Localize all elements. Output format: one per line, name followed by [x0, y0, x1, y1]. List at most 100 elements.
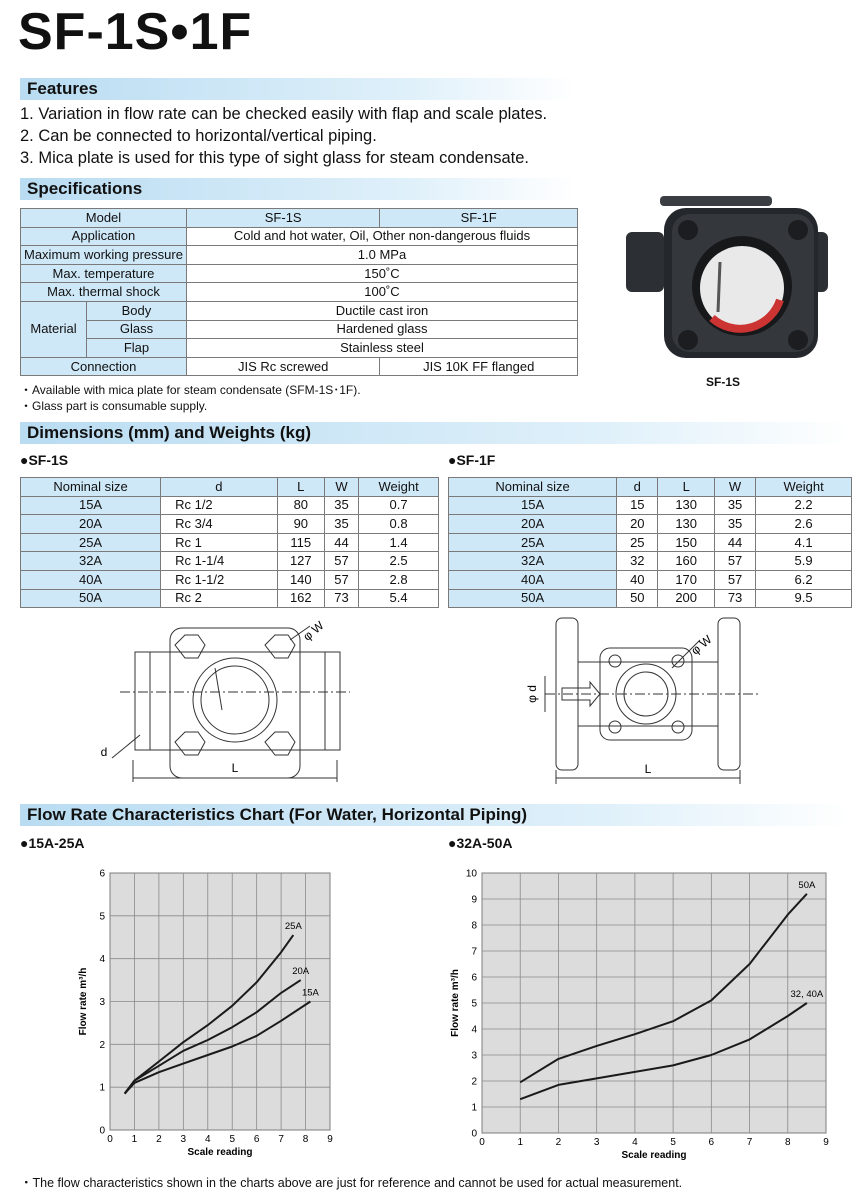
x-tick-label: 0 — [479, 1137, 485, 1148]
table-cell: Flap — [85, 338, 187, 358]
table-row: 25A 25 150 44 4.1 — [447, 532, 852, 553]
series-line — [123, 1000, 311, 1095]
y-tick-label: 10 — [466, 869, 478, 880]
table-cell: 1.4 — [358, 532, 439, 553]
feature-list: 1. Variation in flow rate can be checked… — [20, 103, 547, 169]
table-row: Max. temperature 150˚C — [20, 263, 579, 284]
header-cell: Weight — [755, 477, 852, 497]
table-cell: 73 — [323, 588, 360, 609]
series-label: 50A — [798, 880, 816, 891]
table-cell: 25A — [447, 532, 618, 553]
table-cell: 170 — [657, 569, 715, 590]
table-cell: 0.7 — [358, 495, 439, 516]
table-cell: SF-1F — [379, 208, 578, 228]
table-cell: 44 — [323, 532, 360, 553]
x-axis-label: Scale reading — [621, 1150, 686, 1161]
table-row: 15A 15 130 35 2.2 — [447, 495, 852, 516]
table-row: Max. thermal shock 100˚C — [20, 282, 579, 302]
x-tick-label: 3 — [181, 1134, 187, 1145]
table-cell: Maximum working pressure — [20, 245, 187, 265]
table-row: Maximum working pressure 1.0 MPa — [20, 245, 579, 265]
table-cell: 20 — [616, 514, 659, 534]
table-cell: 32A — [19, 551, 162, 571]
table-row: 40A Rc 1-1/2 140 57 2.8 — [19, 569, 439, 590]
x-tick-label: 6 — [254, 1134, 260, 1145]
y-tick-label: 9 — [471, 895, 477, 906]
table-cell: 6.2 — [755, 569, 852, 590]
table-cell: 20A — [19, 514, 162, 534]
y-axis-label: Flow rate m³/h — [450, 969, 461, 1037]
series-line — [123, 979, 302, 1095]
table-cell: 25A — [19, 532, 162, 553]
table-cell: 1.0 MPa — [185, 245, 579, 265]
table-cell: 5.9 — [755, 551, 852, 571]
y-tick-label: 6 — [99, 869, 105, 880]
table-cell: 57 — [323, 569, 360, 590]
table-cell: 25 — [616, 532, 659, 553]
drawing-label: d — [101, 745, 108, 759]
y-tick-label: 1 — [99, 1083, 105, 1094]
y-tick-label: 5 — [471, 999, 477, 1010]
table-cell: Rc 1-1/2 — [160, 569, 278, 590]
table-cell: 80 — [276, 495, 325, 516]
table-cell: 4.1 — [755, 532, 852, 553]
header-cell: L — [276, 477, 325, 497]
y-tick-label: 3 — [471, 1051, 477, 1062]
table-cell: Body — [85, 300, 187, 321]
table-row: Application Cold and hot water, Oil, Othe… — [20, 226, 579, 247]
table-cell: 35 — [323, 495, 360, 516]
table-cell: 162 — [276, 588, 325, 609]
x-tick-label: 7 — [747, 1137, 753, 1148]
series-label: 32, 40A — [791, 989, 824, 1000]
series-line — [519, 1002, 808, 1101]
table-row: 32A Rc 1-1/4 127 57 2.5 — [19, 551, 439, 571]
photo-caption: SF-1S — [706, 375, 741, 389]
table-cell: JIS Rc screwed — [185, 356, 381, 377]
footnote: ・The flow characteristics shown in the c… — [20, 1176, 683, 1190]
table-cell: 160 — [657, 551, 715, 571]
y-tick-label: 0 — [471, 1129, 477, 1140]
table-cell: Connection — [20, 356, 187, 377]
section-heading: Features — [20, 78, 575, 100]
table-cell: Cold and hot water, Oil, Other non-dange… — [185, 226, 579, 247]
table-cell: 2.2 — [755, 495, 852, 516]
x-tick-label: 4 — [632, 1137, 638, 1148]
table-cell: 127 — [276, 551, 325, 571]
drawing-label: φ W — [688, 632, 715, 658]
x-tick-label: 7 — [278, 1134, 284, 1145]
table-label: ●SF-1F — [448, 452, 496, 468]
sf1f-drawing — [544, 617, 760, 784]
y-tick-label: 2 — [99, 1040, 105, 1051]
dimension-table: Nominal size d L W Weight 15A 15 130 35 2.2 20A 20 1… — [447, 477, 852, 609]
y-tick-label: 5 — [99, 911, 105, 922]
notes: ・Available with mica plate for steam con… — [20, 382, 361, 414]
feature-item: 1. Variation in flow rate can be checked… — [20, 105, 548, 123]
product-photo — [626, 196, 828, 358]
series-label: 20A — [292, 966, 310, 977]
header-cell: W — [323, 477, 360, 497]
table-cell: 35 — [323, 514, 360, 534]
x-tick-label: 1 — [517, 1137, 523, 1148]
table-cell: 20A — [447, 514, 618, 534]
table-cell: 35 — [713, 495, 757, 516]
table-row: 15A Rc 1/2 80 35 0.7 — [19, 495, 439, 516]
table-cell: Max. temperature — [20, 263, 187, 284]
drawing-label: L — [232, 761, 239, 775]
x-tick-label: 4 — [205, 1134, 211, 1145]
table-cell: Glass — [85, 319, 187, 340]
note: ・Available with mica plate for steam con… — [20, 383, 361, 397]
table-cell: 2.6 — [755, 514, 852, 534]
spec-table: Model SF-1S SF-1F Application Cold and hot w… — [20, 208, 579, 377]
table-header: Nominal size d L W Weight — [447, 477, 852, 497]
table-cell: 2.5 — [358, 551, 439, 571]
table-cell: Rc 2 — [160, 588, 278, 609]
table-cell: 140 — [276, 569, 325, 590]
table-cell: 90 — [276, 514, 325, 534]
table-cell: 50A — [447, 588, 618, 609]
series-line — [519, 893, 808, 1084]
table-cell: JIS 10K FF flanged — [379, 356, 578, 377]
table-cell: Rc 3/4 — [160, 514, 278, 534]
table-row: 20A Rc 3/4 90 35 0.8 — [19, 514, 439, 534]
drawing-label: φ d — [525, 685, 539, 703]
table-row: 40A 40 170 57 6.2 — [447, 569, 852, 590]
